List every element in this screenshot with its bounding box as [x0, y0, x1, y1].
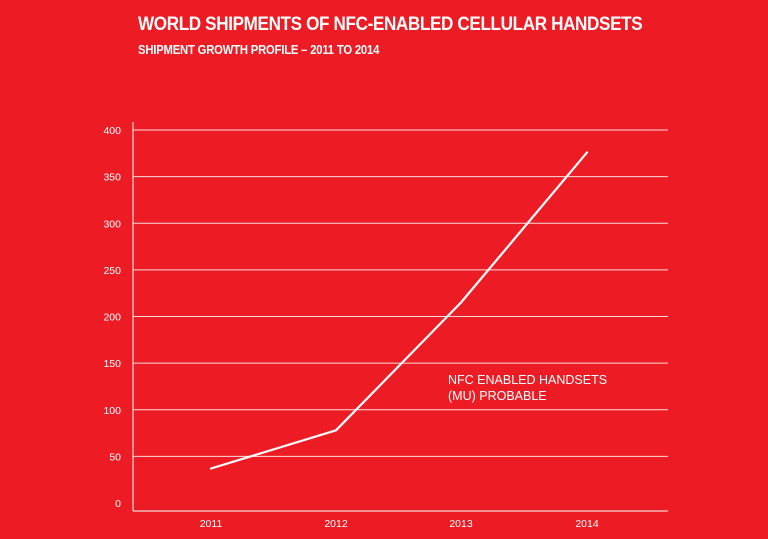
- chart-title: WORLD SHIPMENTS OF NFC-ENABLED CELLULAR …: [138, 14, 643, 35]
- y-tick-label-350: 350: [103, 172, 121, 184]
- y-tick-label-150: 150: [103, 358, 121, 370]
- y-tick-label-200: 200: [103, 312, 121, 324]
- chart-subtitle: SHIPMENT GROWTH PROFILE – 2011 TO 2014: [138, 43, 380, 57]
- y-tick-label-100: 100: [103, 405, 121, 417]
- x-tick-label-2011: 2011: [200, 518, 223, 530]
- series-annotation-line-2: (MU) PROBABLE: [448, 389, 547, 403]
- x-axis-tick-labels: 2011 2012 2013 2014: [200, 518, 599, 530]
- y-tick-label-0: 0: [115, 498, 121, 510]
- y-axis-tick-labels: 0 50 100 150 200 250 300 350 400: [103, 125, 121, 510]
- x-tick-label-2013: 2013: [449, 518, 473, 530]
- series-annotation-line-1: NFC ENABLED HANDSETS: [448, 373, 607, 387]
- series-lines: [209, 151, 589, 470]
- y-tick-label-400: 400: [103, 125, 121, 137]
- y-tick-label-300: 300: [103, 218, 121, 230]
- axes: [132, 122, 668, 512]
- x-tick-label-2012: 2012: [324, 518, 348, 530]
- y-tick-label-250: 250: [103, 265, 121, 277]
- series-line-0: [209, 151, 589, 470]
- y-tick-label-50: 50: [109, 451, 121, 463]
- gridlines: [133, 129, 668, 457]
- x-tick-label-2014: 2014: [575, 518, 599, 530]
